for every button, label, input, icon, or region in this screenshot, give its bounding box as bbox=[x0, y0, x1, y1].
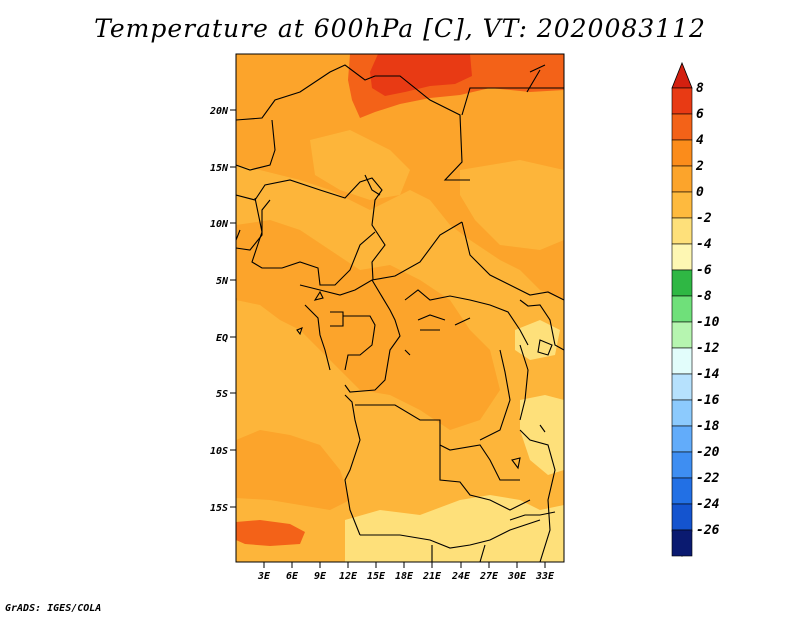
colorbar-segment bbox=[671, 399, 693, 427]
colorbar-segment bbox=[671, 87, 693, 115]
colorbar-top-arrow bbox=[671, 61, 693, 89]
lon-tick-label: 15E bbox=[367, 571, 386, 582]
colorbar-segments bbox=[671, 87, 693, 557]
lat-tick-label: 15S bbox=[210, 503, 228, 514]
colorbar-segment bbox=[671, 217, 693, 245]
colorbar-label: 0 bbox=[696, 185, 704, 200]
colorbar-segment bbox=[671, 243, 693, 271]
colorbar-segment bbox=[671, 529, 693, 557]
colorbar-label: -4 bbox=[696, 237, 712, 252]
hottest-region-north bbox=[370, 54, 472, 96]
colorbar-label: 2 bbox=[695, 159, 704, 174]
colorbar-label: -10 bbox=[696, 315, 720, 330]
colorbar-segment bbox=[671, 139, 693, 167]
temperature-field bbox=[236, 54, 564, 562]
colorbar-label: -14 bbox=[696, 367, 720, 382]
colorbar-label: -26 bbox=[696, 523, 720, 538]
mild-patch-sahara bbox=[310, 130, 410, 200]
lon-tick-label: 6E bbox=[286, 571, 299, 582]
lon-tick-label: 27E bbox=[479, 571, 499, 582]
colorbar-segment bbox=[671, 425, 693, 453]
colorbar-segment bbox=[671, 165, 693, 193]
colorbar-label: -24 bbox=[696, 497, 720, 512]
cool-patch-southeast bbox=[520, 395, 564, 475]
map-frame bbox=[235, 53, 565, 563]
colorbar-segment bbox=[671, 113, 693, 141]
lon-tick-label: 21E bbox=[422, 571, 442, 582]
colorbar-label: 8 bbox=[696, 81, 704, 96]
lon-tick-label: 18E bbox=[395, 571, 414, 582]
colorbar: 8 6 4 2 0 -2 -4 -6 -8 -10 -12 -14 -16 -1… bbox=[671, 61, 720, 558]
colorbar-segment bbox=[671, 373, 693, 401]
lon-tick-label: 24E bbox=[451, 571, 471, 582]
colorbar-label: -18 bbox=[696, 419, 720, 434]
colorbar-label: -20 bbox=[696, 445, 720, 460]
warm-region-central bbox=[236, 220, 500, 430]
colorbar-label: -12 bbox=[696, 341, 720, 356]
lon-tick-label: 9E bbox=[314, 571, 327, 582]
warm-region-south-west bbox=[236, 430, 350, 510]
cool-region-south bbox=[345, 495, 564, 562]
lon-tick-label: 30E bbox=[507, 571, 527, 582]
lon-tick-label: 33E bbox=[535, 571, 555, 582]
colorbar-segment bbox=[671, 321, 693, 349]
lat-tick-label: 15N bbox=[210, 163, 229, 174]
lat-tick-label: EQ bbox=[216, 333, 228, 344]
colorbar-label: 4 bbox=[696, 133, 704, 148]
hot-region-southwest bbox=[236, 520, 305, 546]
lat-tick-label: 5N bbox=[216, 276, 229, 287]
country-borders bbox=[236, 64, 564, 562]
lat-tick-label: 20N bbox=[209, 106, 229, 117]
longitude-axis: 3E 6E 9E 12E 15E 18E 21E 24E 27E 30E 33E bbox=[257, 562, 555, 582]
colorbar-label: 6 bbox=[696, 107, 704, 122]
lat-tick-label: 10S bbox=[210, 446, 228, 457]
lon-tick-label: 12E bbox=[339, 571, 358, 582]
colorbar-label: -22 bbox=[696, 471, 720, 486]
colorbar-label: -16 bbox=[696, 393, 720, 408]
colorbar-segment bbox=[671, 347, 693, 375]
colorbar-segment bbox=[671, 295, 693, 323]
colorbar-segment bbox=[671, 269, 693, 297]
map-title: Temperature at 600hPa [C], VT: 202008311… bbox=[94, 14, 706, 43]
colorbar-segment bbox=[671, 191, 693, 219]
colorbar-label: -2 bbox=[696, 211, 712, 226]
colorbar-label: -6 bbox=[696, 263, 712, 278]
colorbar-segment bbox=[671, 477, 693, 505]
lat-tick-label: 5S bbox=[216, 389, 228, 400]
latitude-axis: 20N 15N 10N 5N EQ 5S 10S 15S bbox=[209, 106, 236, 514]
lon-tick-label: 3E bbox=[257, 571, 271, 582]
cool-patch-east-lakes bbox=[515, 320, 560, 360]
software-credit: GrADS: IGES/COLA bbox=[5, 603, 102, 614]
colorbar-segment bbox=[671, 503, 693, 531]
colorbar-segment bbox=[671, 451, 693, 479]
mild-patch-east bbox=[460, 160, 564, 250]
lat-tick-label: 10N bbox=[210, 219, 229, 230]
colorbar-label: -8 bbox=[696, 289, 712, 304]
